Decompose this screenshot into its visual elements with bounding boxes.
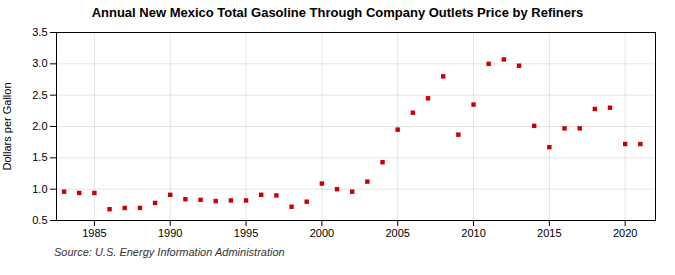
html-text:Source: U.S. Energy Informatio: Source: U.S. Energy Information Administ… [54,246,285,258]
svg-text:1.5: 1.5 [32,151,47,163]
svg-text:1995: 1995 [234,227,258,239]
svg-text:1985: 1985 [82,227,106,239]
svg-text:2.5: 2.5 [32,89,47,101]
svg-text:Dollars per Gallon: Dollars per Gallon [1,82,13,170]
svg-text:2020: 2020 [613,227,637,239]
svg-text:2015: 2015 [537,227,561,239]
svg-text:2005: 2005 [385,227,409,239]
html-text:Annual New Mexico Total Gasoli: Annual New Mexico Total Gasoline Through… [91,5,584,20]
svg-text:3.0: 3.0 [32,57,47,69]
svg-text:1990: 1990 [158,227,182,239]
svg-text:2010: 2010 [461,227,485,239]
svg-text:1.0: 1.0 [32,183,47,195]
svg-text:2000: 2000 [310,227,334,239]
svg-text:2.0: 2.0 [32,120,47,132]
svg-text:3.5: 3.5 [32,26,47,38]
svg-text:0.5: 0.5 [32,214,47,226]
